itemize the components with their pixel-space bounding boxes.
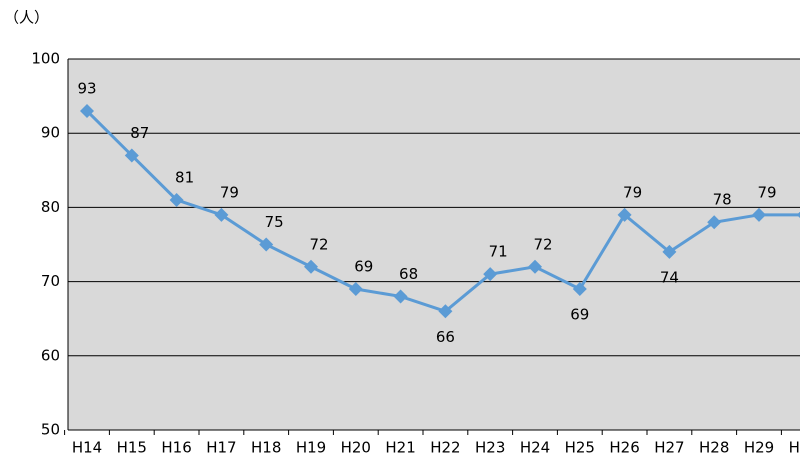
marker bbox=[124, 148, 139, 163]
y-tick-label: 90 bbox=[41, 124, 60, 142]
data-label: 72 bbox=[309, 235, 328, 253]
x-tick-label: H14 bbox=[72, 439, 102, 457]
data-label: 79 bbox=[757, 183, 776, 201]
x-tick-label: H26 bbox=[609, 439, 639, 457]
x-tick-label: H17 bbox=[206, 439, 236, 457]
data-label: 72 bbox=[533, 235, 552, 253]
data-label: 71 bbox=[489, 243, 508, 261]
x-tick-label: H30 bbox=[789, 439, 800, 457]
data-label: 81 bbox=[175, 168, 194, 186]
x-tick-label: H27 bbox=[654, 439, 684, 457]
marker bbox=[393, 289, 408, 304]
y-tick-label: 60 bbox=[41, 346, 60, 364]
marker bbox=[528, 259, 542, 274]
x-tick-label: H15 bbox=[117, 439, 147, 457]
data-label: 66 bbox=[436, 328, 455, 346]
x-tick-label: H23 bbox=[475, 439, 505, 457]
marker bbox=[169, 192, 184, 207]
x-tick-label: H19 bbox=[296, 439, 326, 457]
x-tick-label: H18 bbox=[251, 439, 281, 457]
marker bbox=[572, 282, 587, 297]
marker bbox=[259, 237, 274, 252]
y-tick-label: 80 bbox=[41, 198, 60, 216]
data-label: 93 bbox=[77, 79, 96, 97]
marker bbox=[214, 207, 229, 222]
y-tick-label: 100 bbox=[31, 50, 60, 68]
data-label: 75 bbox=[265, 213, 284, 231]
x-tick-label: H16 bbox=[161, 439, 191, 457]
marker bbox=[796, 211, 800, 219]
marker bbox=[752, 207, 766, 222]
x-tick-label: H21 bbox=[385, 439, 415, 457]
y-tick-label: 50 bbox=[41, 421, 60, 439]
x-tick-label: H20 bbox=[341, 439, 371, 457]
marker bbox=[707, 215, 722, 230]
marker bbox=[438, 304, 453, 319]
x-tick-label: H29 bbox=[744, 439, 774, 457]
marker bbox=[348, 282, 363, 297]
x-tick-label: H25 bbox=[565, 439, 595, 457]
plot-area bbox=[68, 59, 800, 430]
marker bbox=[304, 259, 318, 274]
data-label: 69 bbox=[354, 258, 373, 276]
data-label: 69 bbox=[570, 306, 589, 324]
y-tick-label: 70 bbox=[41, 272, 60, 290]
x-tick-label: H28 bbox=[699, 439, 729, 457]
data-label: 79 bbox=[623, 183, 642, 201]
x-tick-label: H24 bbox=[520, 439, 550, 457]
data-label: 78 bbox=[713, 191, 732, 209]
data-label: 68 bbox=[399, 265, 418, 283]
data-label: 87 bbox=[130, 124, 149, 142]
data-label: 74 bbox=[660, 268, 679, 286]
marker bbox=[80, 103, 94, 118]
marker bbox=[617, 207, 632, 222]
marker bbox=[662, 244, 677, 259]
data-label: 79 bbox=[220, 183, 239, 201]
marker bbox=[483, 267, 498, 282]
x-tick-label: H22 bbox=[430, 439, 460, 457]
y-axis-label: （人） bbox=[4, 9, 49, 27]
